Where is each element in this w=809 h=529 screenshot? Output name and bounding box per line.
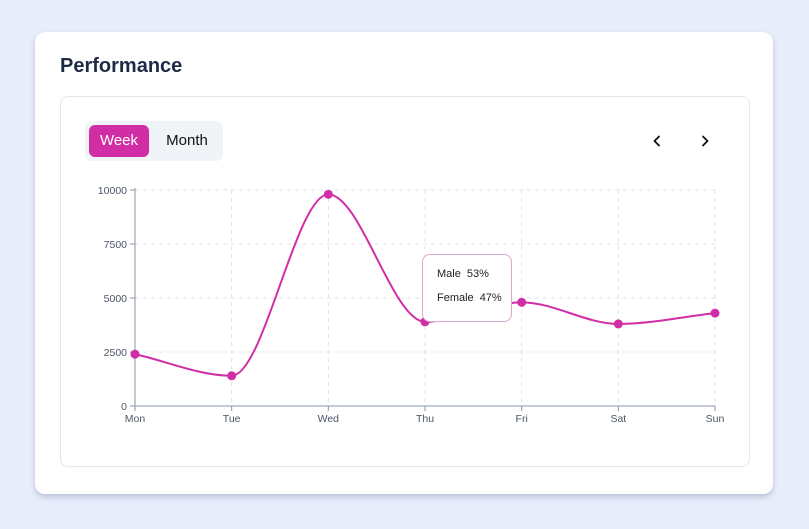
data-point — [613, 319, 623, 329]
data-point — [710, 308, 720, 318]
x-tick-label: Mon — [125, 413, 146, 425]
y-tick-label: 10000 — [98, 185, 127, 197]
data-point — [517, 297, 527, 307]
y-tick-label: 5000 — [104, 293, 128, 305]
next-button[interactable] — [693, 129, 717, 153]
x-tick-label: Wed — [318, 413, 340, 425]
performance-card: Performance Week Month 0 2500 5000 7500 1000… — [35, 32, 773, 494]
card-title: Performance — [60, 55, 183, 77]
line-chart: 0 2500 5000 7500 10000 Mon Tue Wed Thu Fri Sat Sun — [98, 185, 725, 425]
data-point — [227, 371, 237, 381]
x-tick-label: Sat — [610, 413, 626, 425]
chevron-left-icon — [653, 135, 660, 147]
chart-panel: Week Month 0 2500 5000 7500 10000 Mon Tue Wed Th… — [60, 96, 750, 467]
y-tick-label: 2500 — [104, 347, 128, 359]
month-button[interactable]: Month — [166, 132, 208, 149]
x-tick-label: Sun — [706, 413, 725, 425]
chart-tooltip: Male 53% Female 47% — [422, 254, 512, 322]
x-tick-label: Fri — [516, 413, 528, 425]
y-tick-label: 0 — [121, 401, 127, 413]
x-tick-label: Thu — [416, 413, 434, 425]
y-tick-label: 7500 — [104, 239, 128, 251]
chevron-right-icon — [702, 135, 709, 147]
tooltip-label: Female — [437, 292, 474, 304]
data-point — [130, 349, 140, 359]
tooltip-row-female: Female 47% — [437, 292, 502, 304]
x-tick-label: Tue — [223, 413, 241, 425]
week-button[interactable]: Week — [89, 125, 149, 157]
tooltip-label: Male — [437, 268, 461, 280]
prev-button[interactable] — [645, 129, 669, 153]
period-toggle: Week Month — [85, 121, 223, 161]
tooltip-value: 53% — [466, 268, 489, 280]
tooltip-value: 47% — [479, 292, 502, 304]
tooltip-row-male: Male 53% — [437, 268, 489, 280]
data-point — [323, 189, 333, 199]
